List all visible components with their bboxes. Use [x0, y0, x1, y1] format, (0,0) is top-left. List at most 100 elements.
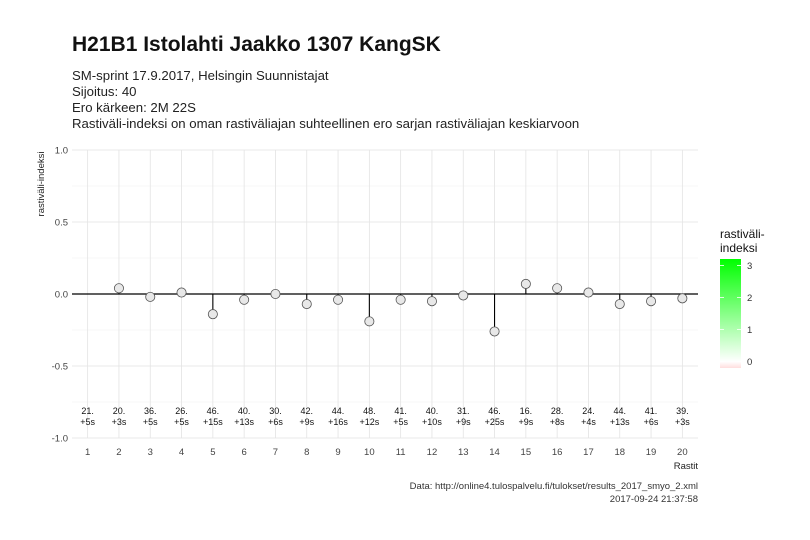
- legend-color-bar: [720, 259, 741, 368]
- legend-tick-label: 3: [747, 261, 752, 272]
- data-point: [113, 283, 124, 294]
- legend-title-line-1: rastiväli-: [720, 227, 765, 241]
- x-tick-label: 9: [335, 447, 340, 458]
- data-point: [176, 287, 187, 298]
- caption-timestamp: 2017-09-24 21:37:58: [609, 494, 698, 505]
- data-point: [677, 293, 688, 304]
- x-tick-label: 8: [304, 447, 309, 458]
- x-tick-label: 19: [646, 447, 657, 458]
- x-tick-label: 1: [85, 447, 90, 458]
- time-diff-label: +15s: [203, 417, 223, 427]
- x-tick-label: 2: [116, 447, 121, 458]
- x-tick-label: 14: [489, 447, 500, 458]
- y-tick-label: 0.0: [55, 290, 68, 301]
- x-tick-label: 3: [148, 447, 153, 458]
- data-point: [270, 288, 281, 299]
- rank-label: 42.: [300, 406, 313, 416]
- rank-label: 39.: [676, 406, 689, 416]
- rank-label: 46.: [488, 406, 501, 416]
- rank-label: 24.: [582, 406, 595, 416]
- rank-label: 26.: [175, 406, 188, 416]
- time-diff-label: +25s: [485, 417, 505, 427]
- time-diff-label: +6s: [268, 417, 283, 427]
- data-point: [583, 287, 594, 298]
- y-tick-label: 0.5: [55, 218, 68, 229]
- rank-label: 44.: [613, 406, 626, 416]
- legend-tick-label: 0: [747, 357, 752, 368]
- rank-label: 41.: [645, 406, 658, 416]
- x-tick-label: 11: [396, 447, 406, 458]
- x-tick-label: 18: [614, 447, 625, 458]
- time-diff-label: +12s: [359, 417, 379, 427]
- time-diff-label: +10s: [422, 417, 442, 427]
- subtitle-line-event: SM-sprint 17.9.2017, Helsingin Suunnista…: [72, 68, 329, 83]
- x-tick-label: 16: [552, 447, 563, 458]
- data-point: [333, 294, 344, 305]
- data-point: [489, 326, 500, 337]
- rank-label: 40.: [238, 406, 251, 416]
- rank-label: 20.: [113, 406, 126, 416]
- time-diff-label: +13s: [610, 417, 630, 427]
- x-tick-label: 10: [364, 447, 375, 458]
- data-point: [614, 299, 625, 310]
- x-tick-label: 20: [677, 447, 688, 458]
- data-point: [207, 309, 218, 320]
- data-point: [239, 294, 250, 305]
- time-diff-label: +5s: [143, 417, 158, 427]
- subtitle-line-placement: Sijoitus: 40: [72, 84, 137, 99]
- y-tick-label: -0.5: [52, 362, 68, 373]
- time-diff-label: +3s: [112, 417, 127, 427]
- y-tick-label: -1.0: [52, 434, 68, 445]
- x-tick-label: 17: [583, 447, 594, 458]
- x-tick-label: 7: [273, 447, 278, 458]
- x-tick-label: 13: [458, 447, 469, 458]
- data-point: [395, 294, 406, 305]
- data-point: [301, 299, 312, 310]
- data-point: [520, 278, 531, 289]
- time-diff-label: +16s: [328, 417, 348, 427]
- time-diff-label: +4s: [581, 417, 596, 427]
- x-tick-label: 4: [179, 447, 184, 458]
- legend-tick-label: 1: [747, 325, 752, 336]
- data-point: [458, 290, 469, 301]
- chart-subtitle: SM-sprint 17.9.2017, Helsingin Suunnista…: [72, 68, 579, 132]
- x-axis-title: Rastit: [674, 461, 699, 472]
- x-tick-label: 12: [427, 447, 438, 458]
- data-point: [145, 291, 156, 302]
- x-tick-label: 15: [521, 447, 532, 458]
- data-point: [364, 316, 375, 327]
- time-diff-label: +9s: [456, 417, 471, 427]
- time-diff-label: +5s: [393, 417, 408, 427]
- rank-label: 44.: [332, 406, 345, 416]
- chart-caption: Data: http://online4.tulospalvelu.fi/tul…: [410, 480, 698, 506]
- y-axis-title: rastiväli-indeksi: [36, 152, 47, 217]
- time-diff-label: +9s: [299, 417, 314, 427]
- legend-title-line-2: indeksi: [720, 241, 757, 255]
- rank-label: 46.: [207, 406, 220, 416]
- y-tick-label: 1.0: [55, 146, 68, 157]
- time-diff-label: +9s: [518, 417, 533, 427]
- rank-label: 48.: [363, 406, 376, 416]
- subtitle-line-description: Rastiväli-indeksi on oman rastiväliajan …: [72, 116, 580, 131]
- rank-label: 28.: [551, 406, 564, 416]
- time-diff-label: +13s: [234, 417, 254, 427]
- time-diff-label: +3s: [675, 417, 690, 427]
- time-diff-label: +5s: [80, 417, 95, 427]
- x-tick-label: 6: [242, 447, 247, 458]
- rank-label: 16.: [520, 406, 533, 416]
- subtitle-line-gap: Ero kärkeen: 2M 22S: [72, 100, 196, 115]
- rank-label: 36.: [144, 406, 157, 416]
- data-point: [646, 296, 657, 307]
- data-point: [552, 283, 563, 294]
- rank-label: 40.: [426, 406, 439, 416]
- caption-source: Data: http://online4.tulospalvelu.fi/tul…: [409, 481, 698, 492]
- legend-tick-label: 2: [747, 293, 752, 304]
- data-point: [426, 296, 437, 307]
- time-diff-label: +5s: [174, 417, 189, 427]
- rank-label: 21.: [81, 406, 94, 416]
- time-diff-label: +8s: [550, 417, 565, 427]
- rank-label: 31.: [457, 406, 470, 416]
- rank-label: 30.: [269, 406, 282, 416]
- rank-label: 41.: [394, 406, 407, 416]
